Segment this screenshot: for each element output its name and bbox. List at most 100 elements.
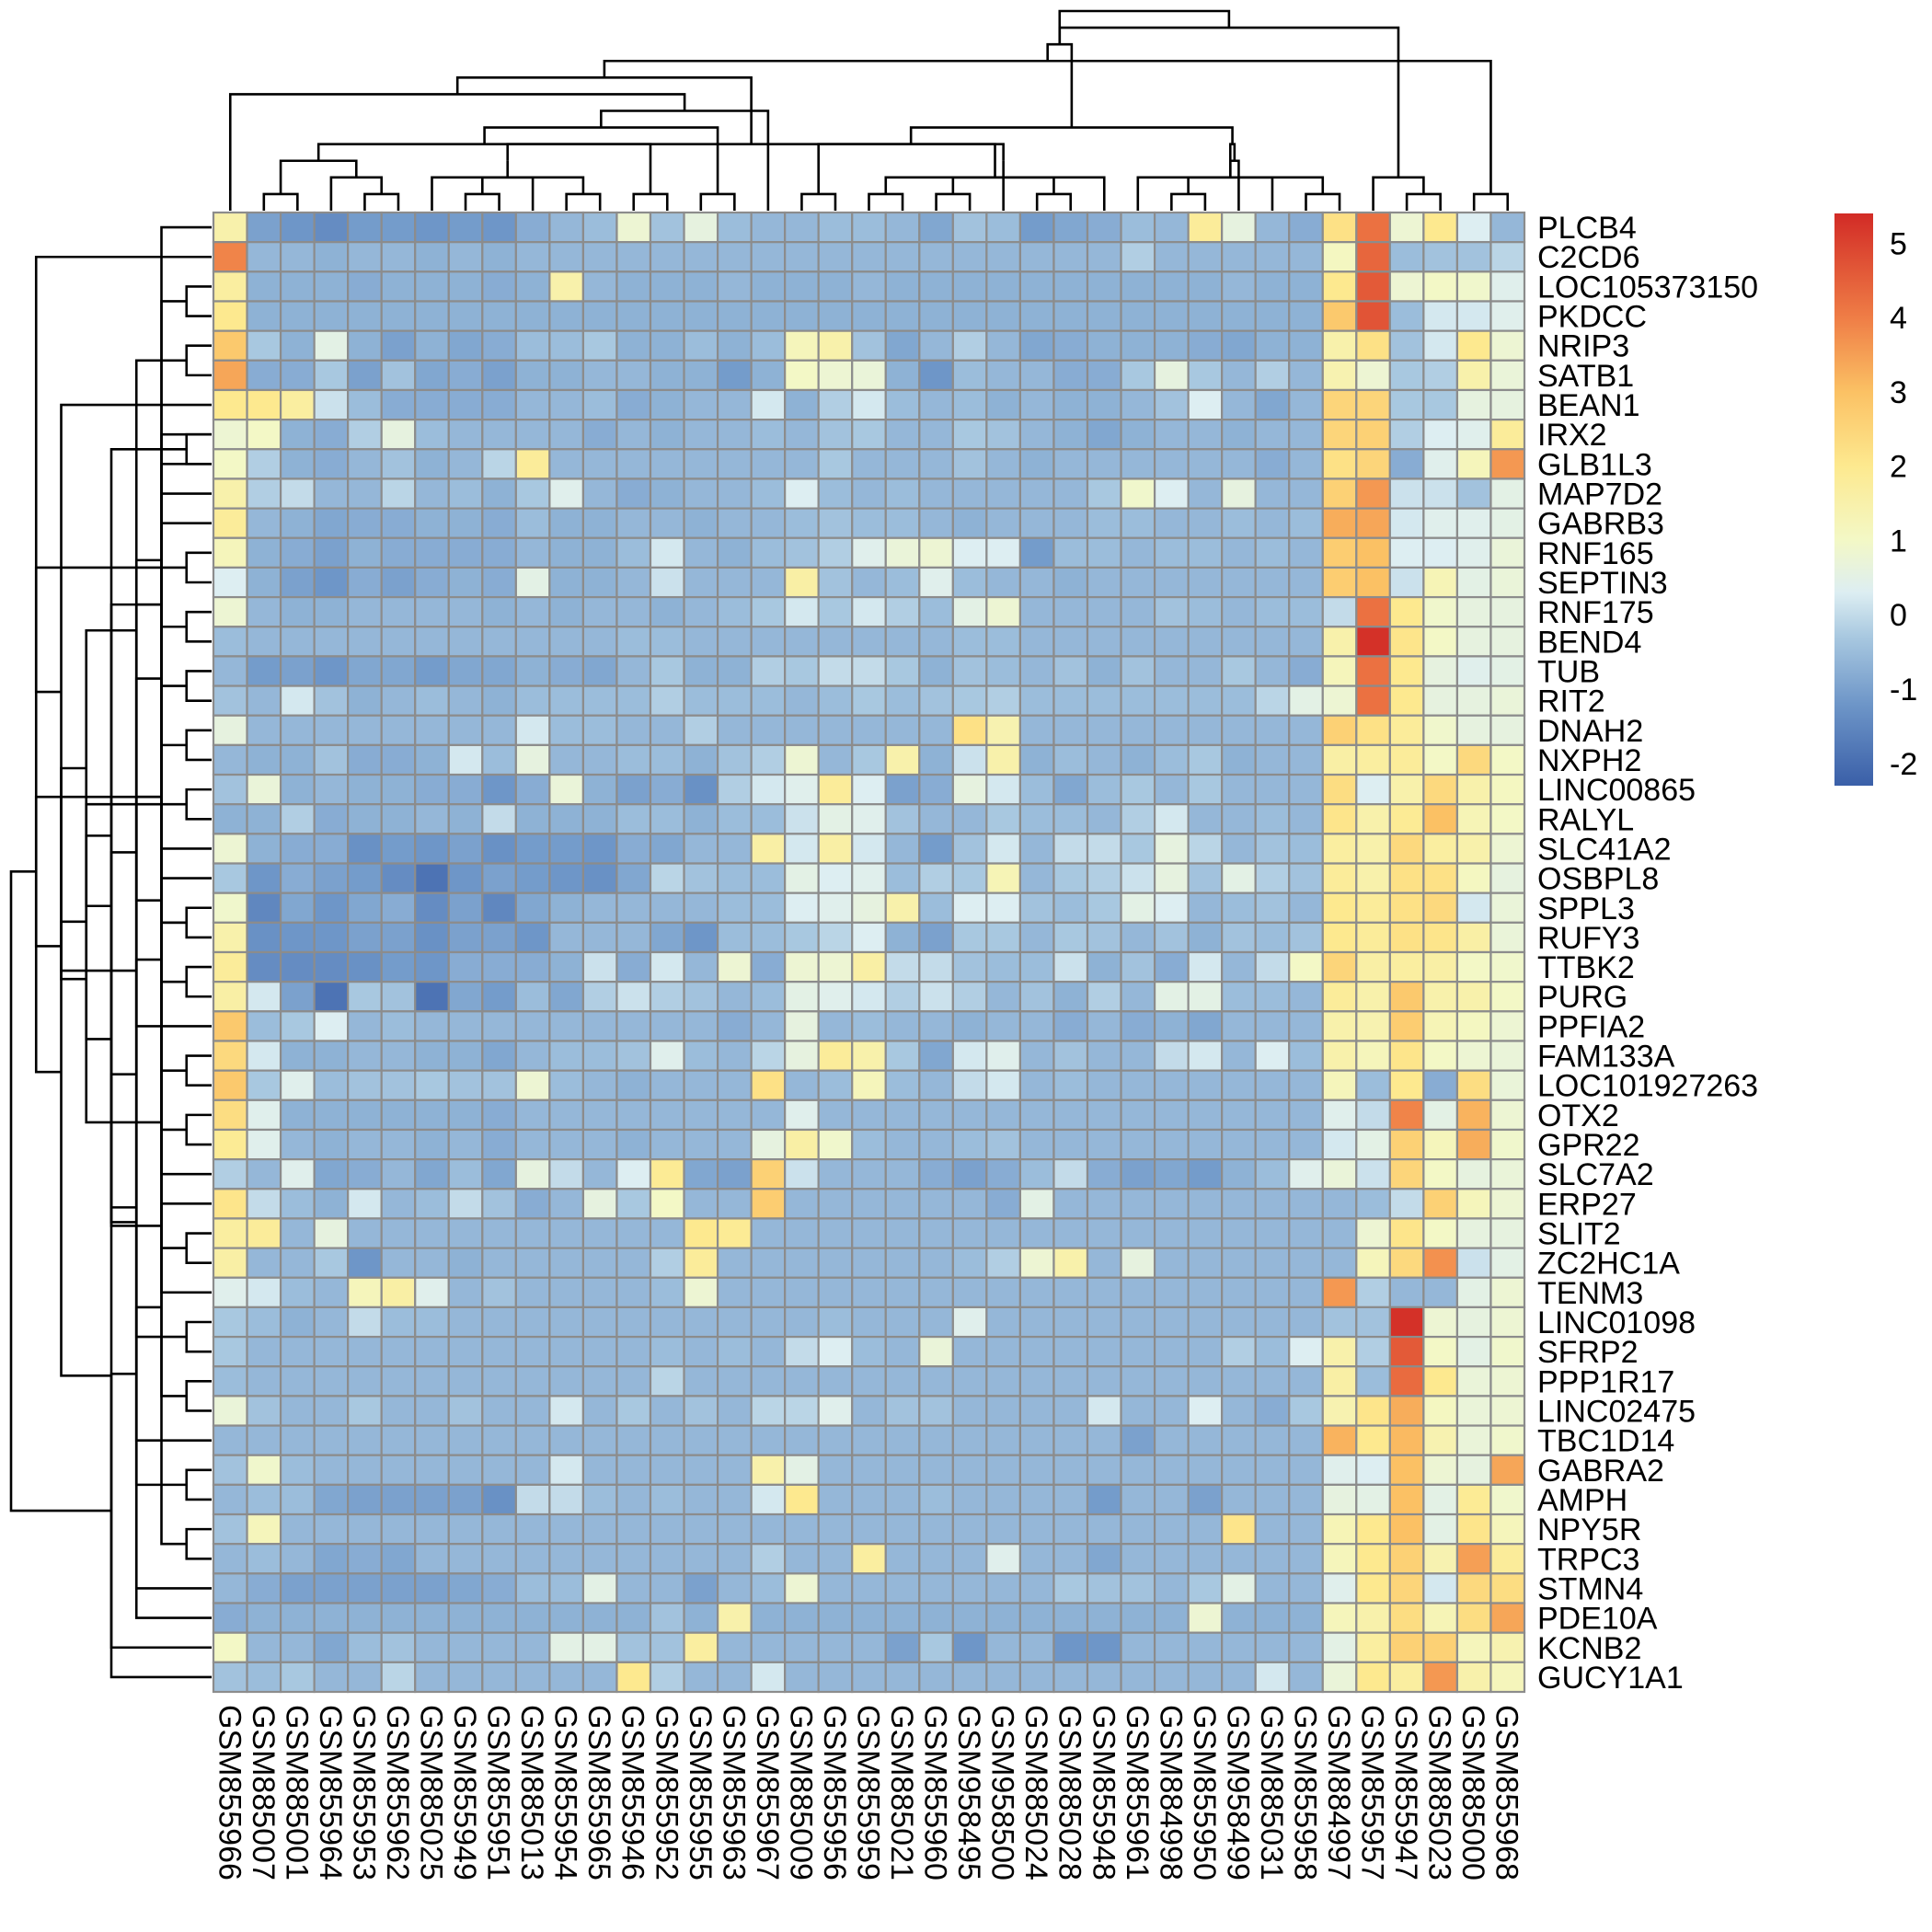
- heatmap-cell-SATB1-GSM855968: [1489, 359, 1526, 392]
- heatmap-cell-OTX2-GSM855946: [615, 1098, 652, 1132]
- heatmap-cell-PPFIA2-GSM885009: [784, 1010, 820, 1042]
- heatmap-cell-TUB-GSM885021: [884, 655, 921, 687]
- row-label: TBC1D14: [1537, 1424, 1674, 1459]
- heatmap-cell-LINC01098-GSM885028: [1052, 1305, 1089, 1339]
- heatmap-cell-MAP7D2-GSM855956: [817, 477, 854, 510]
- heatmap-cell-DNAH2-GSM855958: [1288, 714, 1324, 746]
- heatmap-cell-ERP27-GSM885028: [1052, 1188, 1089, 1220]
- heatmap-cell-AMPH-GSM885028: [1052, 1483, 1089, 1516]
- heatmap-cell-ZC2HC1A-GSM855964: [313, 1247, 350, 1279]
- heatmap-cell-PKDCC-GSM855964: [313, 300, 350, 332]
- heatmap-cell-TENM3-GSM855952: [649, 1276, 685, 1309]
- heatmap-cell-GABRB3-GSM885001: [279, 507, 316, 539]
- heatmap-cell-LOC101927263-GSM885025: [414, 1069, 450, 1101]
- heatmap-cell-LINC02475-GSM885007: [246, 1395, 282, 1427]
- heatmap-cell-BEND4-GSM855966: [212, 626, 248, 658]
- heatmap-cell-RIT2-GSM855967: [750, 684, 787, 717]
- heatmap-cell-C2CD6-GSM885021: [884, 241, 921, 273]
- heatmap-cell-OTX2-GSM885031: [1254, 1098, 1291, 1132]
- heatmap-cell-LINC00865-GSM855958: [1288, 773, 1324, 806]
- heatmap-cell-SPPL3-GSM855949: [447, 891, 484, 924]
- heatmap-cell-SLC41A2-GSM855954: [548, 833, 585, 865]
- heatmap-cell-SLIT2-GSM855950: [1187, 1217, 1224, 1249]
- heatmap-cell-SLC41A2-GSM855960: [918, 833, 954, 865]
- heatmap-cell-PLCB4-GSM855955: [683, 211, 719, 244]
- heatmap-cell-SFRP2-GSM855966: [212, 1335, 248, 1368]
- heatmap-cell-TRPC3-GSM885031: [1254, 1543, 1291, 1575]
- heatmap-cell-GABRA2-GSM855950: [1187, 1454, 1224, 1486]
- heatmap-cell-BEND4-GSM855965: [581, 626, 618, 658]
- heatmap-cell-PDE10A-GSM855958: [1288, 1602, 1324, 1634]
- column-label: GSM855956: [817, 1705, 852, 1880]
- heatmap-cell-TRPC3-GSM958500: [985, 1543, 1022, 1575]
- heatmap-cell-GABRA2-GSM885031: [1254, 1454, 1291, 1486]
- heatmap-cell-GUCY1A1-GSM855968: [1489, 1661, 1526, 1694]
- heatmap-cell-OSBPL8-GSM855968: [1489, 862, 1526, 894]
- heatmap-cell-SATB1-GSM958500: [985, 359, 1022, 392]
- heatmap-cell-PLCB4-GSM885013: [514, 211, 551, 244]
- heatmap-cell-TTBK2-GSM885013: [514, 950, 551, 983]
- heatmap-cell-SATB1-GSM885007: [246, 359, 282, 392]
- heatmap-cell-RALYL-GSM855966: [212, 803, 248, 835]
- heatmap-cell-BEAN1-GSM885025: [414, 388, 450, 421]
- heatmap-cell-BEND4-GSM885001: [279, 626, 316, 658]
- heatmap-cell-SLC41A2-GSM855962: [380, 833, 417, 865]
- heatmap-cell-NXPH2-GSM855962: [380, 743, 417, 776]
- row-dendrogram-branch: [185, 1468, 212, 1501]
- heatmap-cell-OTX2-GSM855948: [1086, 1098, 1122, 1132]
- heatmap-cell-OTX2-GSM885028: [1052, 1098, 1089, 1132]
- heatmap-cell-SEPTIN3-GSM885024: [1018, 566, 1055, 599]
- heatmap-cell-BEAN1-GSM855951: [481, 388, 517, 421]
- heatmap-cell-STMN4-GSM855963: [716, 1572, 753, 1604]
- heatmap-cell-RUFY3-GSM855963: [716, 921, 753, 954]
- heatmap-cell-SPPL3-GSM855960: [918, 891, 954, 924]
- heatmap-cell-LINC01098-GSM885031: [1254, 1305, 1291, 1339]
- heatmap-cell-TBC1D14-GSM855962: [380, 1424, 417, 1456]
- heatmap-cell-C2CD6-GSM885001: [279, 241, 316, 273]
- heatmap-cell-OTX2-GSM958499: [1221, 1098, 1257, 1132]
- heatmap-cell-KCNB2-GSM885013: [514, 1631, 551, 1663]
- heatmap-cell-GLB1L3-GSM855960: [918, 448, 954, 480]
- heatmap-cell-RNF165-GSM855954: [548, 536, 585, 569]
- heatmap-cell-GLB1L3-GSM855959: [851, 448, 887, 480]
- row-labels: PLCB4C2CD6LOC105373150PKDCCNRIP3SATB1BEA…: [1537, 211, 1758, 1696]
- heatmap-cell-RUFY3-GSM958500: [985, 921, 1022, 954]
- heatmap-cell-TENM3-GSM855955: [683, 1276, 719, 1309]
- column-dendrogram-branch: [868, 192, 904, 211]
- heatmap-cell-MAP7D2-GSM855963: [716, 477, 753, 510]
- heatmap-cell-PLCB4-GSM855968: [1489, 211, 1526, 244]
- heatmap-cell-TRPC3-GSM885001: [279, 1543, 316, 1575]
- heatmap-cell-RALYL-GSM885001: [279, 803, 316, 835]
- heatmap-cell-DNAH2-GSM855951: [481, 714, 517, 746]
- heatmap-cell-GABRA2-GSM855946: [615, 1454, 652, 1486]
- heatmap-cell-GABRA2-GSM885028: [1052, 1454, 1089, 1486]
- heatmap-cell-NXPH2-GSM855948: [1086, 743, 1122, 776]
- heatmap-cell-PDE10A-GSM855966: [212, 1602, 248, 1634]
- heatmap-cell-SLIT2-GSM855962: [380, 1217, 417, 1249]
- heatmap-cell-GLB1L3-GSM885013: [514, 448, 551, 480]
- heatmap-cell-NPY5R-GSM855952: [649, 1512, 685, 1546]
- heatmap-cell-SPPL3-GSM885001: [279, 891, 316, 924]
- heatmap-cell-LINC01098-GSM855952: [649, 1305, 685, 1339]
- column-dendrogram-branch: [1228, 143, 1236, 178]
- heatmap-cell-GABRB3-GSM885031: [1254, 507, 1291, 539]
- heatmap-cell-RALYL-GSM855958: [1288, 803, 1324, 835]
- heatmap-cell-ZC2HC1A-GSM855956: [817, 1247, 854, 1279]
- heatmap-cell-GUCY1A1-GSM855960: [918, 1661, 954, 1694]
- heatmap-cell-ZC2HC1A-GSM884997: [1321, 1247, 1358, 1279]
- heatmap-cell-BEND4-GSM885000: [1455, 626, 1492, 658]
- heatmap-cell-GABRA2-GSM885023: [1422, 1454, 1459, 1486]
- heatmap-cell-NRIP3-GSM855968: [1489, 329, 1526, 362]
- heatmap-cell-PKDCC-GSM885028: [1052, 300, 1089, 332]
- heatmap-cell-AMPH-GSM885031: [1254, 1483, 1291, 1516]
- heatmap-cell-RALYL-GSM855965: [581, 803, 618, 835]
- heatmap-cell-NXPH2-GSM855946: [615, 743, 652, 776]
- heatmap-cell-AMPH-GSM855965: [581, 1483, 618, 1516]
- heatmap-cell-NXPH2-GSM885009: [784, 743, 820, 776]
- heatmap-cell-LOC105373150-GSM855946: [615, 270, 652, 303]
- heatmap-cell-SLIT2-GSM855961: [1120, 1217, 1156, 1249]
- heatmap-cell-RUFY3-GSM855949: [447, 921, 484, 954]
- heatmap-cell-TRPC3-GSM855963: [716, 1543, 753, 1575]
- heatmap-cell-KCNB2-GSM855946: [615, 1631, 652, 1663]
- heatmap-cell-SFRP2-GSM855952: [649, 1335, 685, 1368]
